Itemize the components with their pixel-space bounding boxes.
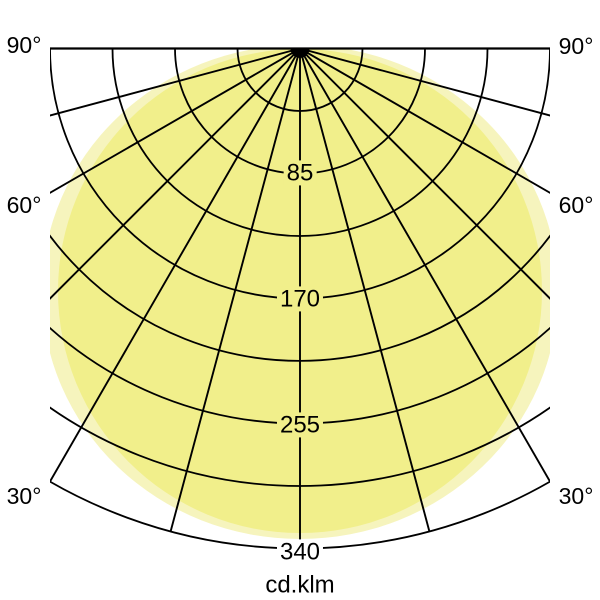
radial-tick-340: 340 — [276, 539, 324, 565]
grid-radial-30deg — [299, 48, 550, 482]
angle-label-left-90: 90° — [6, 31, 42, 58]
angle-label-right-60: 60° — [558, 191, 594, 218]
grid-radial--15deg — [169, 48, 301, 532]
angle-label-left-60: 60° — [6, 191, 42, 218]
radial-tick-170: 170 — [276, 286, 324, 312]
grid-radial-75deg — [299, 48, 550, 117]
unit-label: cd.klm — [265, 571, 335, 599]
grid-radial-60deg — [299, 48, 550, 194]
grid-radial-15deg — [299, 48, 431, 532]
grid-radial--75deg — [50, 48, 301, 117]
radial-tick-255: 255 — [276, 412, 324, 438]
grid-radial--45deg — [50, 48, 301, 300]
origin-hub — [290, 48, 310, 58]
angle-label-left-30: 30° — [6, 482, 42, 509]
grid-radial--30deg — [50, 48, 301, 482]
radial-tick-85: 85 — [283, 160, 317, 186]
angle-label-right-30: 30° — [558, 482, 594, 509]
grid-radial--60deg — [50, 48, 301, 194]
grid-radial-45deg — [299, 48, 550, 300]
angle-label-right-90: 90° — [558, 32, 594, 59]
